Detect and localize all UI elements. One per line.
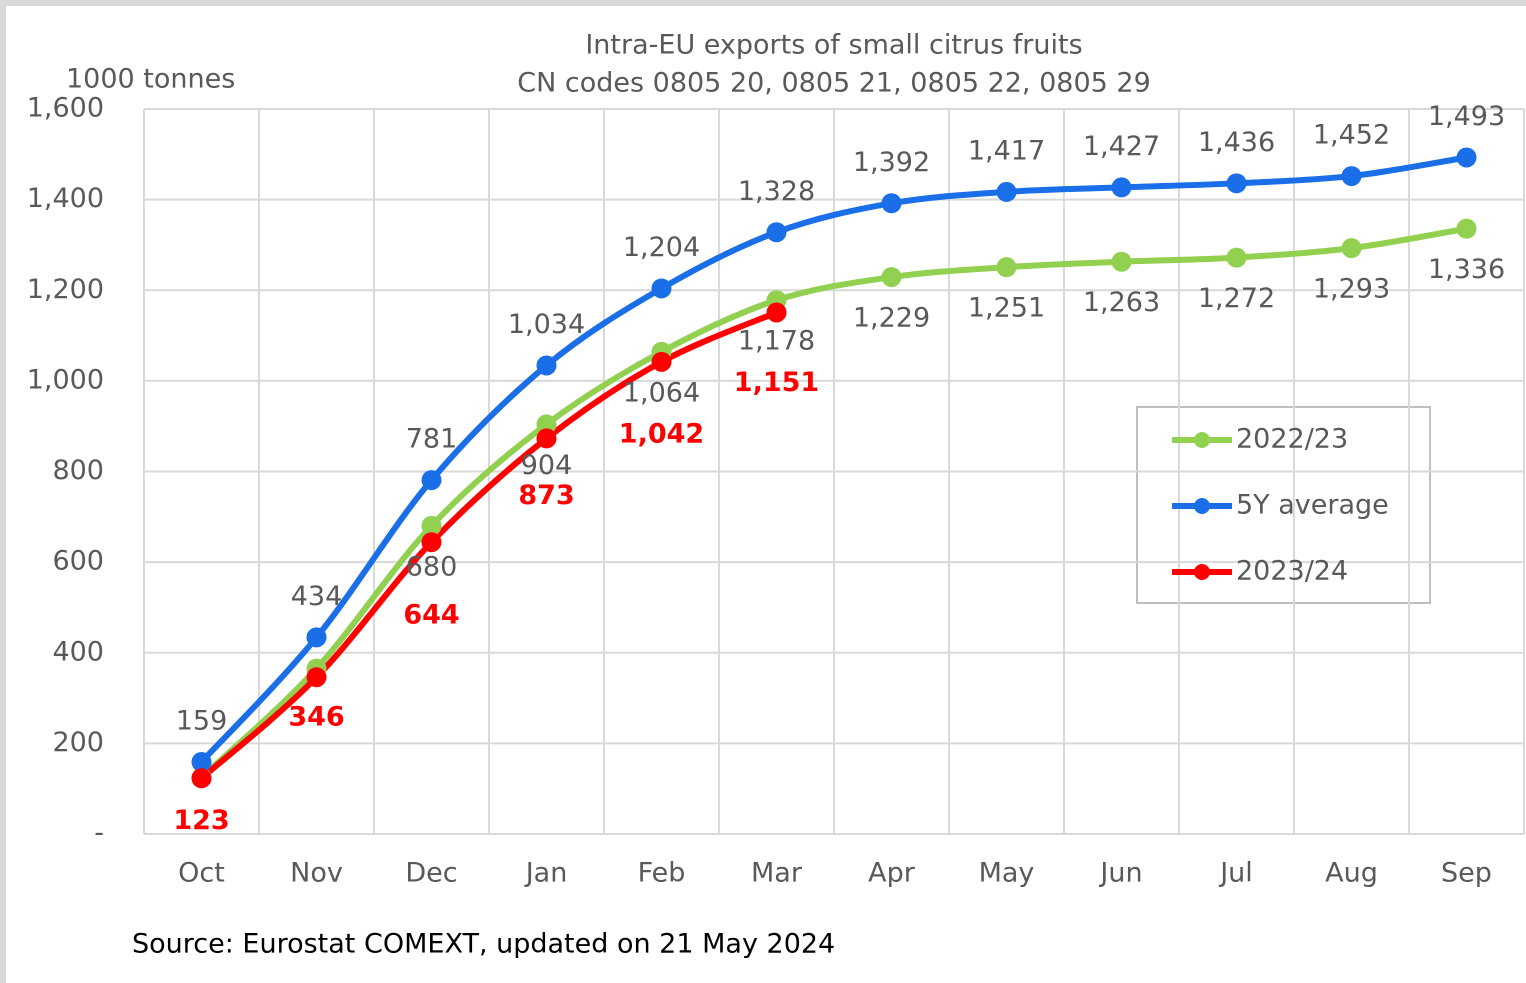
data-point bbox=[996, 181, 1017, 202]
data-label: 1,427 bbox=[1083, 131, 1160, 162]
x-tick-label: Jul bbox=[1218, 858, 1253, 889]
data-point bbox=[1341, 238, 1362, 259]
data-label: 1,417 bbox=[968, 135, 1045, 166]
data-label: 1,229 bbox=[853, 303, 930, 334]
y-axis-label: 1000 tonnes bbox=[66, 64, 235, 95]
x-tick-label: Nov bbox=[290, 858, 343, 889]
y-tick-label: 400 bbox=[52, 636, 104, 667]
y-tick-label: 200 bbox=[52, 727, 104, 758]
data-label: 346 bbox=[288, 702, 344, 733]
data-label: 1,436 bbox=[1198, 127, 1275, 158]
x-tick-label: Oct bbox=[178, 858, 225, 889]
data-point bbox=[1111, 177, 1132, 198]
data-label: 1,328 bbox=[738, 176, 815, 207]
y-tick-label: 800 bbox=[52, 455, 104, 486]
x-tick-label: Mar bbox=[751, 858, 803, 889]
chart-title: Intra-EU exports of small citrus fruits bbox=[585, 30, 1082, 61]
x-tick-label: Dec bbox=[405, 858, 457, 889]
x-tick-label: Apr bbox=[868, 858, 916, 889]
data-label: 1,293 bbox=[1313, 274, 1390, 305]
x-tick-label: Feb bbox=[638, 858, 686, 889]
data-point bbox=[1456, 218, 1477, 239]
legend-marker bbox=[1194, 564, 1210, 580]
data-label: 873 bbox=[518, 480, 574, 511]
data-point bbox=[766, 302, 787, 323]
data-label: 1,336 bbox=[1428, 254, 1505, 285]
data-point bbox=[536, 355, 557, 376]
data-point bbox=[651, 351, 672, 372]
data-label: 1,392 bbox=[853, 147, 930, 178]
data-point bbox=[1341, 166, 1362, 187]
data-label: 1,151 bbox=[734, 367, 819, 398]
legend-marker bbox=[1194, 432, 1210, 448]
data-label: 1,042 bbox=[619, 418, 704, 449]
data-point bbox=[421, 515, 442, 536]
data-point bbox=[306, 667, 327, 688]
data-label: 1,251 bbox=[968, 293, 1045, 324]
data-label: 1,452 bbox=[1313, 120, 1390, 151]
data-point bbox=[766, 222, 787, 243]
x-tick-label: Jan bbox=[524, 858, 568, 889]
data-point bbox=[191, 768, 212, 789]
data-point bbox=[536, 414, 557, 435]
data-point bbox=[1111, 251, 1132, 272]
data-label: 1,204 bbox=[623, 232, 700, 263]
data-point bbox=[996, 257, 1017, 278]
y-tick-label: 1,600 bbox=[27, 93, 104, 124]
data-label: 434 bbox=[291, 581, 343, 612]
data-label: 159 bbox=[176, 705, 228, 736]
data-label: 1,064 bbox=[623, 377, 700, 408]
data-label: 123 bbox=[173, 805, 229, 836]
legend-marker bbox=[1194, 498, 1210, 514]
data-point bbox=[306, 627, 327, 648]
data-point bbox=[881, 193, 902, 214]
data-label: 644 bbox=[403, 600, 459, 631]
y-tick-label: 1,000 bbox=[27, 364, 104, 395]
data-label: 1,178 bbox=[738, 326, 815, 357]
x-tick-label: Sep bbox=[1441, 858, 1492, 889]
data-point bbox=[536, 428, 557, 449]
legend-label: 2023/24 bbox=[1236, 556, 1348, 587]
y-tick-label: 1,200 bbox=[27, 274, 104, 305]
data-point bbox=[191, 751, 212, 772]
x-tick-label: Aug bbox=[1325, 858, 1378, 889]
data-label: 904 bbox=[521, 450, 573, 481]
data-label: 781 bbox=[406, 424, 458, 455]
legend-label: 2022/23 bbox=[1236, 424, 1348, 455]
source: Source: Eurostat COMEXT, updated on 21 M… bbox=[132, 929, 835, 960]
data-point bbox=[651, 278, 672, 299]
data-label: 680 bbox=[406, 551, 458, 582]
data-point bbox=[881, 267, 902, 288]
x-tick-label: Jun bbox=[1098, 858, 1142, 889]
data-point bbox=[1456, 147, 1477, 168]
y-tick-label: - bbox=[94, 818, 104, 849]
data-label: 1,263 bbox=[1083, 287, 1160, 318]
data-point bbox=[421, 470, 442, 491]
x-tick-label: May bbox=[979, 858, 1035, 889]
data-label: 1,034 bbox=[508, 309, 585, 340]
y-tick-label: 1,400 bbox=[27, 183, 104, 214]
y-tick-label: 600 bbox=[52, 546, 104, 577]
chart-subtitle: CN codes 0805 20, 0805 21, 0805 22, 0805… bbox=[517, 68, 1151, 99]
data-point bbox=[1226, 173, 1247, 194]
data-point bbox=[1226, 247, 1247, 268]
data-label: 1,272 bbox=[1198, 283, 1275, 314]
legend-label: 5Y average bbox=[1236, 490, 1389, 521]
data-label: 1,493 bbox=[1428, 101, 1505, 132]
data-point bbox=[421, 532, 442, 553]
